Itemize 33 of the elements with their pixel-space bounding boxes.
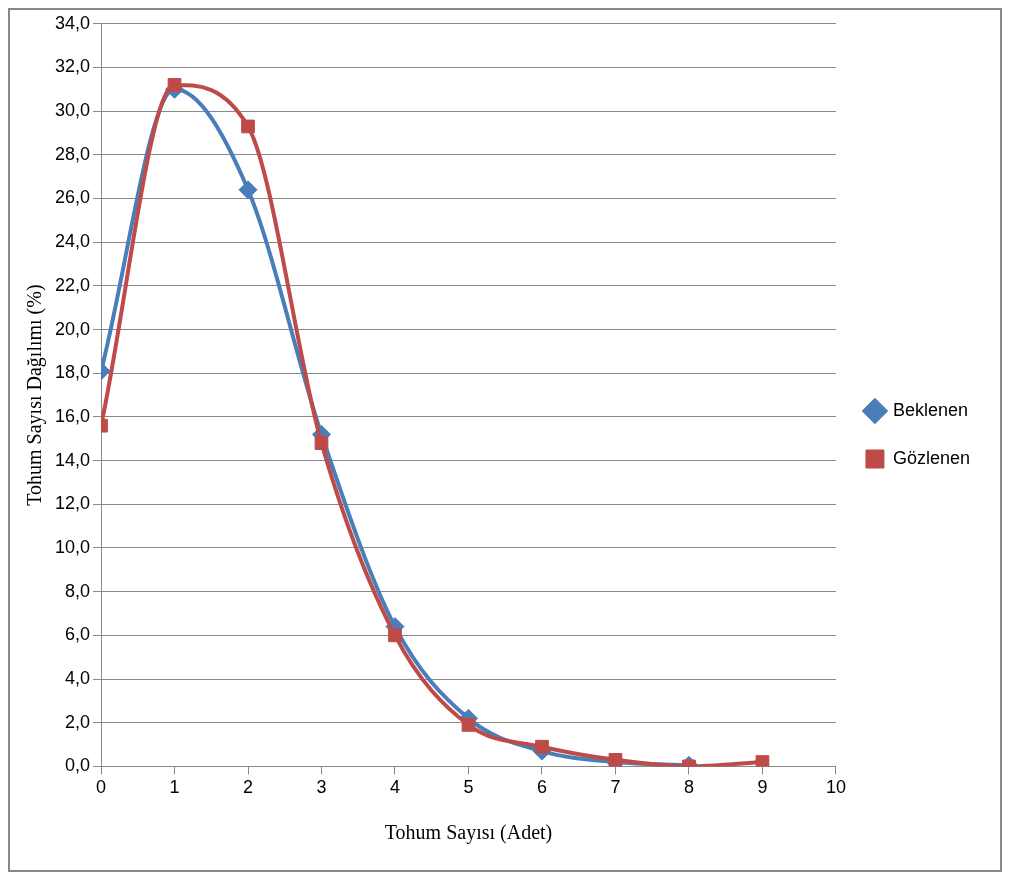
y-tick-label: 20,0 xyxy=(54,318,91,339)
y-tick-label: 4,0 xyxy=(65,668,91,688)
x-tick-label: 5 xyxy=(463,777,474,798)
x-tick-label: 4 xyxy=(389,777,401,798)
y-tick-label: 22,0 xyxy=(54,274,91,295)
y-tick-label: 26,0 xyxy=(54,187,91,208)
x-tick-label: 9 xyxy=(757,777,768,798)
y-tick-label: 28,0 xyxy=(54,143,91,164)
x-tick-label: 2 xyxy=(243,777,254,798)
x-tick-label: 3 xyxy=(316,777,327,798)
y-tick-label: 8,0 xyxy=(65,580,91,601)
y-tick-label: 0,0 xyxy=(65,755,91,776)
y-tick-label: 24,0 xyxy=(54,231,91,252)
y-tick-label: 34,0 xyxy=(54,12,91,33)
y-axis-title: Tohum Sayısı Dağılımı (%) xyxy=(23,284,47,506)
x-tick-label: 10 xyxy=(825,777,846,798)
x-tick-label: 0 xyxy=(96,777,107,798)
y-tick-label: 30,0 xyxy=(54,100,91,121)
legend-label: Beklenen xyxy=(892,399,969,420)
x-tick-label: 8 xyxy=(683,777,694,798)
y-tick-label: 6,0 xyxy=(65,624,91,645)
y-tick-label: 14,0 xyxy=(54,449,91,470)
x-tick-label: 1 xyxy=(169,777,180,798)
y-tick-label: 18,0 xyxy=(54,362,91,383)
y-tick-label: 16,0 xyxy=(54,405,91,426)
y-tick-label: 32,0 xyxy=(54,56,91,77)
legend-label: Gözlenen xyxy=(892,447,971,468)
x-axis-title: Tohum Sayısı (Adet) xyxy=(384,821,553,845)
x-tick-label: 7 xyxy=(610,777,621,798)
y-tick-label: 12,0 xyxy=(54,493,91,514)
y-tick-label: 10,0 xyxy=(54,536,91,557)
y-tick-label: 2,0 xyxy=(65,711,91,732)
x-tick-label: 6 xyxy=(536,777,547,798)
